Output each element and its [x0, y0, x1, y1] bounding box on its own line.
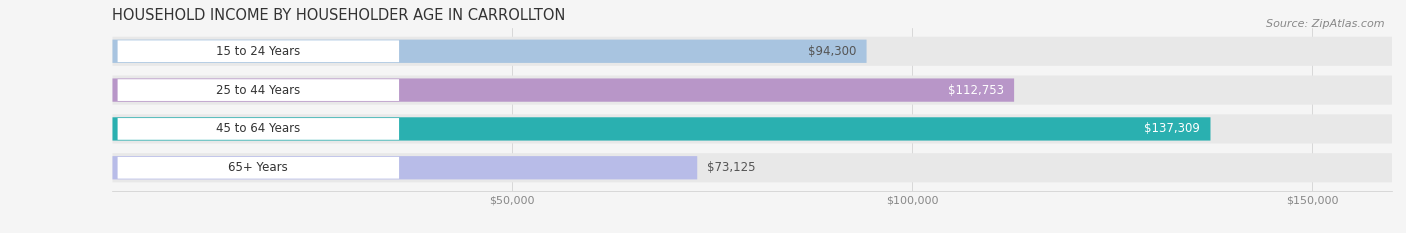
Text: 65+ Years: 65+ Years — [228, 161, 288, 174]
Text: Source: ZipAtlas.com: Source: ZipAtlas.com — [1267, 19, 1385, 29]
Text: $137,309: $137,309 — [1144, 122, 1201, 135]
Text: $94,300: $94,300 — [808, 45, 856, 58]
FancyBboxPatch shape — [112, 156, 697, 179]
Text: $73,125: $73,125 — [707, 161, 756, 174]
FancyBboxPatch shape — [112, 79, 1014, 102]
FancyBboxPatch shape — [118, 40, 399, 62]
FancyBboxPatch shape — [118, 157, 399, 179]
FancyBboxPatch shape — [112, 40, 866, 63]
Text: $112,753: $112,753 — [948, 84, 1004, 97]
Text: 45 to 64 Years: 45 to 64 Years — [217, 122, 301, 135]
FancyBboxPatch shape — [112, 75, 1392, 105]
Text: 25 to 44 Years: 25 to 44 Years — [217, 84, 301, 97]
FancyBboxPatch shape — [118, 118, 399, 140]
FancyBboxPatch shape — [112, 153, 1392, 182]
Text: 15 to 24 Years: 15 to 24 Years — [217, 45, 301, 58]
FancyBboxPatch shape — [112, 117, 1211, 140]
Text: HOUSEHOLD INCOME BY HOUSEHOLDER AGE IN CARROLLTON: HOUSEHOLD INCOME BY HOUSEHOLDER AGE IN C… — [112, 8, 565, 23]
FancyBboxPatch shape — [118, 79, 399, 101]
FancyBboxPatch shape — [112, 37, 1392, 66]
FancyBboxPatch shape — [112, 114, 1392, 144]
